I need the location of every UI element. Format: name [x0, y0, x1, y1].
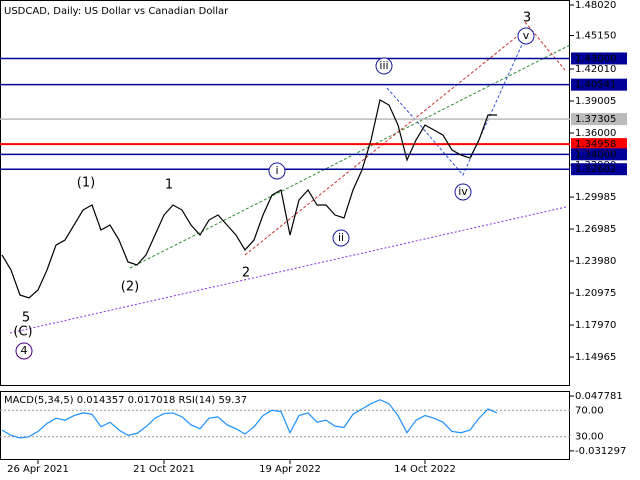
price-line — [1, 399, 498, 439]
x-tick-label: 26 Apr 2021 — [7, 464, 69, 475]
y-tick-label: 1.23980 — [575, 256, 616, 267]
wave-circle — [268, 162, 286, 180]
y2-tick-label: 0.047781 — [575, 391, 623, 402]
wave-label: 3 — [523, 11, 531, 26]
wave-label: i — [275, 164, 278, 177]
level-label: 1.34000 — [575, 149, 616, 160]
level-box — [571, 78, 627, 91]
level-box — [571, 148, 627, 161]
x-tick-label: 19 Apr 2022 — [259, 464, 321, 475]
wave-label: (C) — [13, 325, 32, 340]
y-tick-label: 1.14965 — [575, 352, 616, 363]
price-line — [1, 99, 497, 299]
wave-circle — [332, 229, 350, 247]
x-tick-label: 21 Oct 2021 — [133, 464, 195, 475]
wave-circle — [375, 57, 393, 75]
wave-label: ii — [338, 231, 344, 244]
level-label: 1.34958 — [575, 139, 616, 150]
wave-label: 1 — [165, 178, 173, 193]
y2-tick-label: -0.031297 — [575, 446, 626, 457]
level-box — [571, 52, 627, 65]
level-label: 1.40541 — [575, 80, 616, 91]
indicator-title: MACD(5,34,5) 0.014357 0.017018 RSI(14) 5… — [4, 395, 247, 406]
y-tick-label: 1.20975 — [575, 288, 616, 299]
level-label: 1.43000 — [575, 53, 616, 64]
wave-label: 4 — [21, 344, 28, 357]
y-tick-label: 1.36000 — [575, 128, 616, 139]
level-label: 1.32602 — [575, 164, 616, 175]
trend-line — [9, 206, 567, 334]
chart-title: USDCAD, Daily: US Dollar vs Canadian Dol… — [4, 6, 229, 17]
y-tick-label: 1.29985 — [575, 192, 616, 203]
trend-line — [129, 44, 571, 269]
wave-label: 5 — [22, 311, 30, 326]
wave-line — [386, 37, 526, 176]
wave-label: (1) — [77, 176, 95, 191]
wave-circle — [517, 27, 535, 45]
level-box — [571, 138, 627, 151]
y-tick-label: 30.00 — [575, 432, 604, 443]
level-label: 1.37305 — [575, 114, 616, 125]
level-box — [571, 113, 627, 126]
indicator-panel — [0, 391, 570, 460]
y-tick-label: 70.00 — [575, 405, 604, 416]
y-tick-label: 1.42010 — [575, 64, 616, 75]
y-tick-label: 1.26985 — [575, 224, 616, 235]
level-box — [571, 163, 627, 176]
wave-circle — [15, 342, 33, 360]
y-tick-label: 1.45150 — [575, 31, 616, 42]
price-panel — [0, 0, 570, 386]
y-tick-label: 1.39005 — [575, 96, 616, 107]
y-tick-label: 1.17970 — [575, 320, 616, 331]
y-tick-label: 1.48020 — [575, 0, 616, 11]
wave-label: v — [523, 29, 530, 42]
wave-label: iii — [379, 59, 388, 72]
x-tick-label: 14 Oct 2022 — [394, 464, 456, 475]
wave-label: (2) — [121, 280, 139, 295]
wave-label: 2 — [242, 266, 250, 281]
wave-circle — [454, 183, 472, 201]
wave-label: iv — [458, 185, 468, 198]
